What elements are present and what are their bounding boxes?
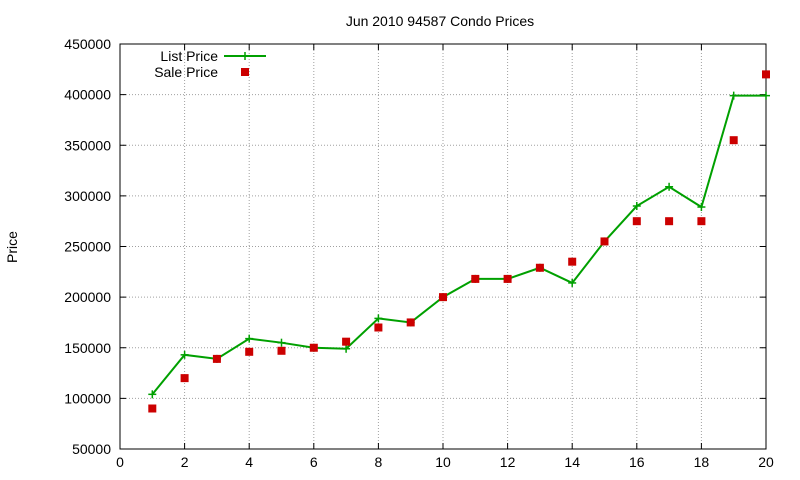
y-tick-label: 250000 (64, 239, 111, 255)
legend-square-swatch (241, 68, 249, 76)
legend-label: List Price (160, 48, 218, 64)
list-price-point (245, 334, 254, 343)
chart-title: Jun 2010 94587 Condo Prices (346, 13, 534, 29)
sale-price-point (503, 274, 512, 283)
x-tick-label: 10 (435, 454, 451, 470)
series-layer (148, 70, 770, 413)
list-price-point (762, 91, 770, 100)
sale-price-point (762, 70, 770, 79)
list-price-point (568, 278, 577, 287)
sale-price-point (148, 404, 157, 413)
x-tick-label: 12 (500, 454, 516, 470)
list-price-point (729, 91, 738, 100)
sale-price-point (665, 217, 674, 226)
sale-price-point (697, 217, 706, 226)
legend-label: Sale Price (154, 64, 218, 80)
y-tick-label: 400000 (64, 87, 111, 103)
sale-price-point (309, 343, 318, 352)
x-tick-label: 4 (245, 454, 253, 470)
y-axis-label: Price (4, 231, 20, 263)
list-price-point (665, 182, 674, 191)
y-tick-label: 100000 (64, 390, 111, 406)
sale-price-point (245, 347, 254, 356)
list-price-point (148, 390, 157, 399)
list-price-point (374, 314, 383, 323)
sale-price-point (471, 274, 480, 283)
sale-price-point (729, 136, 738, 145)
sale-price-point (342, 337, 351, 346)
sale-price-point (374, 323, 383, 332)
x-tick-label: 16 (629, 454, 645, 470)
list-price-point (277, 338, 286, 347)
sale-price-point (632, 217, 641, 226)
sale-price-point (212, 354, 221, 363)
y-tick-label: 150000 (64, 340, 111, 356)
list-price-point (697, 203, 706, 212)
sale-price-point (406, 318, 415, 327)
sale-price-point (439, 293, 447, 302)
list-price-point (632, 202, 641, 210)
legend-cross-swatch (241, 52, 249, 60)
x-tick-label: 6 (310, 454, 318, 470)
sale-price-point (180, 374, 189, 383)
y-tick-label: 350000 (64, 137, 111, 153)
y-tick-label: 300000 (64, 188, 111, 204)
list-price-line (151, 94, 766, 395)
sale-price-point (535, 263, 544, 272)
list-price-point (180, 350, 189, 359)
y-tick-label: 50000 (72, 441, 111, 457)
x-tick-label: 20 (758, 454, 774, 470)
sale-price-point (568, 257, 577, 266)
x-tick-label: 14 (564, 454, 580, 470)
x-tick-label: 0 (116, 454, 124, 470)
sale-price-point (277, 346, 286, 355)
y-tick-label: 450000 (64, 36, 111, 52)
y-tick-label: 200000 (64, 289, 111, 305)
axis-ticks: 0 2 4 6 8 10 12 14 16 18 20 50000 100000 150000 200000… (64, 36, 774, 470)
grid-lines (120, 44, 766, 449)
x-tick-label: 8 (375, 454, 383, 470)
sale-price-point (600, 237, 609, 246)
x-tick-label: 18 (694, 454, 710, 470)
x-tick-label: 2 (181, 454, 189, 470)
list-price-point (342, 344, 351, 353)
